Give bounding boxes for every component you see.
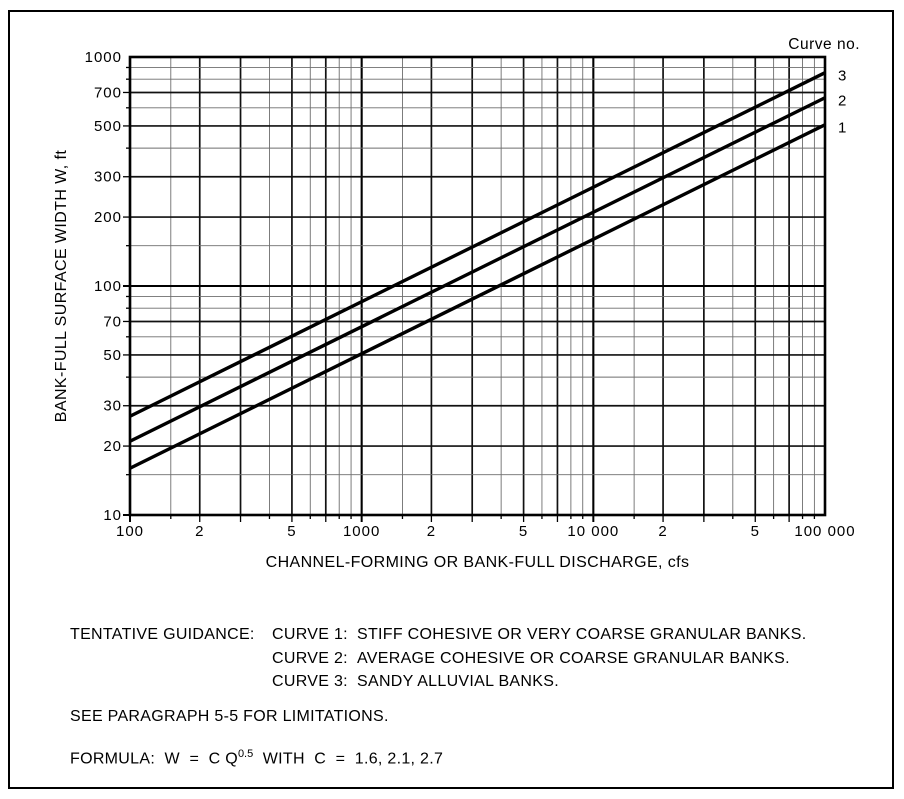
x-tick-label: 2: [427, 523, 436, 540]
x-tick-label: 100 000: [794, 523, 855, 540]
figure-border: [8, 10, 894, 789]
y-tick-label: 300: [94, 169, 122, 186]
x-tick-label: 5: [751, 523, 760, 540]
y-tick-label: 200: [94, 209, 122, 226]
x-axis-title: CHANNEL-FORMING OR BANK-FULL DISCHARGE, …: [266, 554, 690, 571]
x-tick-label: 2: [658, 523, 667, 540]
curve-line-2: [129, 96, 826, 443]
limitations-note: SEE PARAGRAPH 5-5 FOR LIMITATIONS.: [70, 708, 389, 725]
curve-number-label-2: 2: [838, 93, 846, 110]
curve-3-description: SANDY ALLUVIAL BANKS.: [357, 673, 559, 690]
plot-frame: [128, 55, 827, 517]
curve-number-label-1: 1: [838, 120, 846, 137]
curve-2-label: CURVE 2:: [272, 650, 348, 667]
y-tick-label: 700: [94, 84, 122, 101]
y-tick-label: 30: [103, 398, 122, 415]
formula-exponent: 0.5: [237, 748, 254, 760]
guidance-row-2: CURVE 2: AVERAGE COHESIVE OR COARSE GRAN…: [70, 650, 860, 673]
x-tick-label: 100: [116, 523, 144, 540]
guidance-row-1: TENTATIVE GUIDANCE: CURVE 1: STIFF COHES…: [70, 626, 860, 649]
curve-1-label: CURVE 1:: [272, 626, 348, 643]
curve-number-label-3: 3: [838, 68, 846, 85]
x-tick-label: 2: [195, 523, 204, 540]
y-tick-label: 100: [94, 278, 122, 295]
x-tick-label: 5: [287, 523, 296, 540]
y-tick-label: 50: [103, 347, 122, 364]
guidance-row-3: CURVE 3: SANDY ALLUVIAL BANKS.: [70, 673, 860, 696]
y-tick-label: 10: [103, 507, 122, 524]
curve-3-label: CURVE 3:: [272, 673, 348, 690]
y-tick-label: 70: [103, 313, 122, 330]
formula-prefix: FORMULA: W = C Q: [70, 750, 238, 768]
y-tick-label: 20: [103, 438, 122, 455]
y-axis-title: BANK-FULL SURFACE WIDTH W, ft: [53, 150, 70, 423]
x-tick-label: 1000: [343, 523, 380, 540]
log-log-chart: 1 2 3 Curve no. 100 2 5 1000 2 5 10 000 2 5 100 000 10…: [53, 36, 860, 571]
tentative-guidance-label: TENTATIVE GUIDANCE:: [70, 626, 255, 643]
formula-suffix: WITH C = 1.6, 2.1, 2.7: [253, 750, 444, 768]
curve-2-description: AVERAGE COHESIVE OR COARSE GRANULAR BANK…: [357, 650, 790, 667]
x-tick-label: 10 000: [567, 523, 619, 540]
y-tick-label: 1000: [85, 49, 122, 66]
curve-line-1: [129, 123, 826, 470]
curve-1-description: STIFF COHESIVE OR VERY COARSE GRANULAR B…: [357, 626, 807, 643]
y-tick-label: 500: [94, 118, 122, 135]
curve-line-3: [129, 71, 826, 418]
formula-note: FORMULA: W = C Q0.5 WITH C = 1.6, 2.1, 2…: [70, 748, 443, 768]
legend-title: Curve no.: [788, 36, 860, 53]
x-tick-label: 5: [519, 523, 528, 540]
